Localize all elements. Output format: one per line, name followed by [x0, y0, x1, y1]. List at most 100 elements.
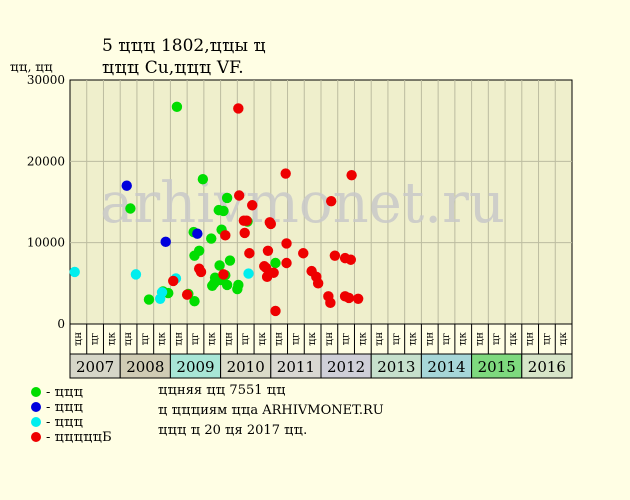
month-label: ҵк — [357, 331, 368, 345]
data-point — [345, 254, 356, 265]
data-point — [160, 236, 171, 248]
y-tick-label: 0 — [57, 317, 65, 331]
data-point — [189, 296, 200, 307]
data-point — [156, 287, 168, 298]
year-band — [370, 353, 422, 379]
data-point — [195, 266, 207, 278]
data-point — [233, 279, 244, 291]
x-axis: ҵн ҵг ҵк ҵн ҵг ҵк ҵн ҵг ҵк ҵн ҵг ҵк ҵн ҵг ҵк ҵн ҵг ҵк ҵн ҵг… — [69, 323, 573, 379]
month-label: ҵн — [173, 332, 184, 346]
month-label: ҵн — [223, 332, 234, 346]
data-point — [244, 248, 255, 259]
month-label: ҵг — [290, 333, 301, 346]
data-point — [280, 168, 291, 179]
month-label: ҵг — [491, 333, 502, 346]
data-point — [168, 275, 179, 287]
data-point — [343, 292, 355, 304]
month-label: ҵк — [106, 331, 117, 345]
data-point — [221, 279, 233, 291]
month-label: ҵк — [458, 331, 469, 345]
year-band — [69, 353, 121, 379]
year-label: 2012 — [327, 358, 365, 376]
month-label: ҵн — [374, 332, 385, 346]
data-point — [270, 257, 281, 269]
month-label: ҵн — [123, 332, 134, 346]
month-label: ҵк — [207, 331, 218, 345]
data-point — [206, 233, 217, 244]
data-point — [298, 248, 309, 259]
data-point — [233, 103, 244, 114]
year-band — [270, 353, 322, 379]
month-label: ҵг — [240, 333, 251, 346]
year-label: 2011 — [277, 358, 315, 376]
data-point — [125, 203, 136, 214]
month-label: ҵк — [157, 331, 168, 345]
data-point — [181, 289, 193, 300]
legend-marker — [31, 402, 41, 412]
y-tick-label: 10000 — [27, 236, 65, 250]
legend-marker — [31, 432, 41, 442]
data-point — [326, 195, 337, 207]
data-point — [329, 250, 341, 261]
month-label: ҵн — [424, 332, 435, 346]
legend-marker — [31, 417, 41, 427]
year-label: 2009 — [176, 358, 214, 376]
data-point — [193, 245, 205, 256]
data-point — [268, 267, 279, 278]
legend-label: - ҵҵҵ — [46, 400, 83, 415]
y-tick-label: 20000 — [27, 154, 65, 168]
month-label: ҵн — [474, 332, 485, 346]
data-point — [197, 174, 209, 185]
watermark: arhivmonet.ru — [100, 171, 505, 236]
month-label: ҵг — [190, 333, 201, 346]
year-band — [169, 353, 222, 379]
month-label: ҵк — [508, 331, 519, 345]
data-point — [171, 101, 183, 113]
data-point — [262, 245, 274, 256]
data-point — [346, 169, 357, 181]
month-label: ҵк — [307, 331, 318, 345]
data-point — [214, 260, 225, 271]
data-point — [243, 268, 254, 279]
y-axis-ticks: 0 10000 20000 30000 — [27, 73, 65, 331]
month-label: ҵк — [558, 331, 569, 345]
data-point — [121, 180, 132, 191]
data-point — [224, 255, 236, 266]
month-label: ҵн — [274, 332, 285, 346]
year-label: 2016 — [528, 358, 566, 376]
month-label: ҵн — [73, 332, 84, 346]
year-band — [471, 353, 523, 379]
y-axis-label: ҵҵ, ҵҵ — [10, 60, 53, 74]
data-point — [233, 190, 245, 201]
month-label: ҵн — [525, 332, 536, 346]
footer-date: ҵҵҵ ҵ 20 ҵя 2017 ҵҵ. — [158, 423, 307, 438]
data-point — [312, 278, 324, 289]
year-band — [521, 353, 573, 379]
month-label: ҵг — [441, 333, 452, 346]
year-label: 2014 — [427, 358, 465, 376]
data-point — [69, 266, 80, 278]
month-label: ҵг — [391, 333, 402, 346]
data-point — [218, 205, 229, 217]
data-point — [281, 238, 292, 249]
legend: - ҵҵҵ- ҵҵҵ- ҵҵҵ- ҵҵҵҵҵБ — [31, 385, 112, 445]
data-point — [221, 192, 233, 204]
month-label: ҵк — [257, 331, 268, 345]
y-tick-label: 30000 — [27, 73, 65, 87]
legend-label: - ҵҵҵҵҵБ — [46, 430, 112, 445]
chart-title-line1: 5 ҵҵҵ 1802,ҵҵы ҵ — [102, 36, 266, 56]
legend-label: - ҵҵҵ — [46, 385, 83, 400]
year-band — [420, 353, 473, 379]
year-label: 2013 — [377, 358, 415, 376]
month-label: ҵг — [90, 333, 101, 346]
data-point — [270, 305, 281, 317]
year-label: 2015 — [478, 358, 516, 376]
data-points — [69, 101, 364, 317]
data-point — [265, 218, 276, 230]
data-point — [281, 257, 292, 269]
month-label: ҵг — [341, 333, 352, 346]
data-point — [241, 215, 252, 226]
data-point — [220, 230, 231, 241]
data-point — [239, 227, 250, 239]
